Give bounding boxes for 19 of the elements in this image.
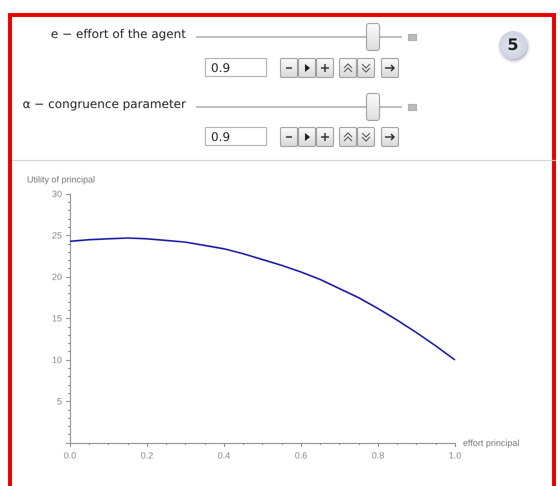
text-field: 0.9	[205, 127, 267, 146]
x-tick-label: 0.0	[64, 450, 76, 460]
text: α − congruence parameter	[22, 97, 186, 111]
x-tick-label: 0.4	[218, 450, 230, 460]
y-tick-label: 10	[52, 355, 62, 365]
text-field: 0.9	[205, 58, 267, 77]
x-tick-label: 1.0	[448, 450, 462, 460]
x-tick-label: 0.6	[294, 450, 308, 460]
line-series	[69, 237, 456, 361]
x-tick-label: 0.2	[140, 450, 154, 460]
text: e − effort of the agent	[50, 27, 186, 41]
y-tick-label: 25	[52, 230, 62, 240]
y-tick-label: 20	[52, 272, 62, 282]
x-axis-title: effort principal	[463, 438, 520, 448]
y-axis-title: Utility of principal	[27, 174, 96, 184]
x-tick-label: 0.8	[372, 450, 384, 460]
y-tick-label: 5	[56, 396, 62, 406]
y-tick-label: 30	[52, 189, 62, 199]
y-tick-label: 15	[52, 314, 62, 324]
